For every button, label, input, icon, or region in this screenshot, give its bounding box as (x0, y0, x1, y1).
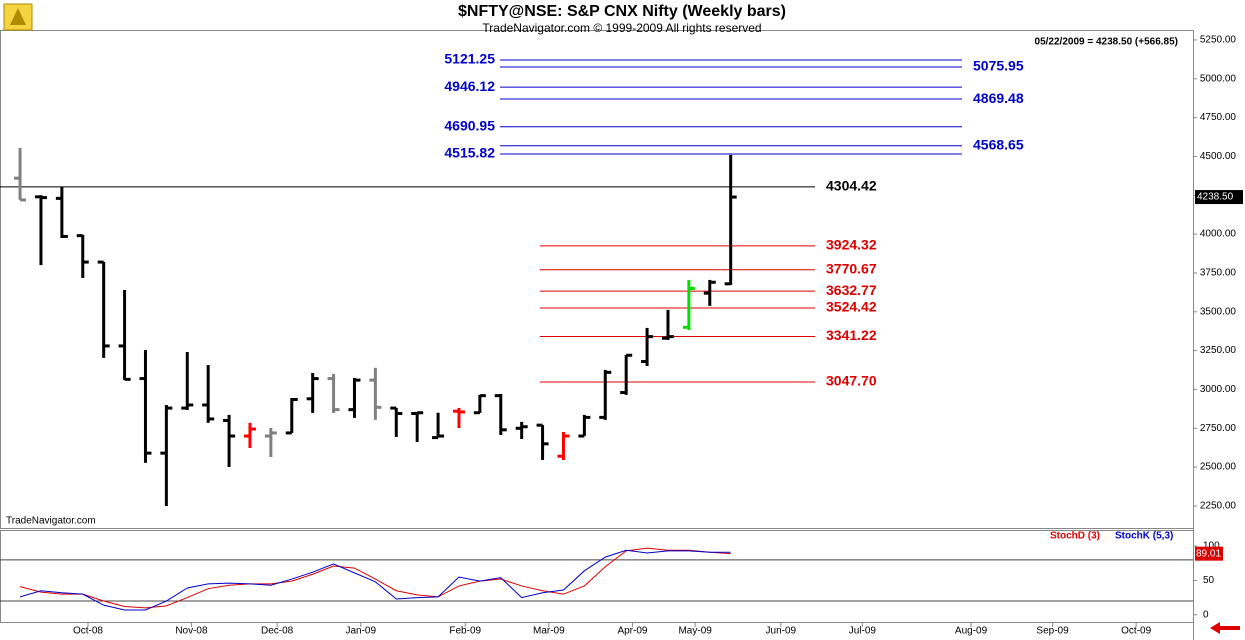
x-tick-label: Oct-08 (73, 626, 103, 637)
level-label: 4946.12 (444, 78, 495, 94)
y-tick-label: 3750.00 (1200, 268, 1237, 279)
y-tick-label: 0 (1203, 609, 1209, 620)
y-tick-label: 3000.00 (1200, 384, 1237, 395)
x-tick-label: Dec-08 (261, 626, 294, 637)
x-tick-label: Mar-09 (533, 626, 565, 637)
x-tick-label: Jan-09 (345, 626, 376, 637)
subtitle: TradeNavigator.com © 1999-2009 All right… (482, 21, 761, 35)
y-tick-label: 50 (1203, 575, 1215, 586)
x-tick-label: Apr-09 (617, 626, 647, 637)
legend-entry: StochD (3) (1050, 531, 1100, 542)
level-label: 3924.32 (826, 237, 877, 253)
y-tick-label: 2500.00 (1200, 462, 1237, 473)
y-tick-label: 3500.00 (1200, 306, 1237, 317)
scroll-arrow[interactable] (1210, 622, 1240, 634)
level-label: 5075.95 (973, 58, 1024, 74)
level-label: 4568.65 (973, 136, 1024, 152)
y-tick-label: 5250.00 (1200, 35, 1237, 46)
level-label: 3341.22 (826, 327, 877, 343)
level-label: 3632.77 (826, 282, 877, 298)
x-tick-label: Oct-09 (1121, 626, 1151, 637)
chart-title: $NFTY@NSE: S&P CNX Nifty (Weekly bars) (458, 3, 786, 20)
level-label: 3524.42 (826, 299, 877, 315)
stoch-line (19, 549, 731, 611)
level-label: 5121.25 (444, 51, 495, 67)
x-tick-label: Aug-09 (955, 626, 988, 637)
level-label: 3770.67 (826, 260, 877, 276)
y-tick-label: 2250.00 (1200, 501, 1237, 512)
y-tick-label: 4000.00 (1200, 229, 1237, 240)
y-tick-label: 4750.00 (1200, 112, 1237, 123)
level-label: 4515.82 (444, 145, 495, 161)
x-tick-label: May-09 (678, 626, 712, 637)
x-tick-label: Jul-09 (849, 626, 877, 637)
price-box-label: 4238.50 (1197, 192, 1234, 203)
x-tick-label: Feb-09 (449, 626, 481, 637)
x-tick-label: Nov-08 (175, 626, 208, 637)
watermark: TradeNavigator.com (6, 516, 96, 527)
legend-entry: StochK (5,3) (1115, 531, 1173, 542)
logo (3, 3, 33, 31)
level-label: 4304.42 (826, 178, 877, 194)
y-tick-label: 3250.00 (1200, 345, 1237, 356)
price-box (1195, 190, 1243, 205)
y-tick-label: 100 (1203, 541, 1220, 552)
level-label: 3047.70 (826, 373, 877, 389)
value-box (1195, 546, 1223, 561)
header-quote: 05/22/2009 = 4238.50 (+566.85) (1035, 37, 1178, 48)
y-tick-label: 5000.00 (1200, 73, 1237, 84)
level-label: 4690.95 (444, 117, 495, 133)
y-tick-label: 2750.00 (1200, 423, 1237, 434)
x-tick-label: Sep-09 (1036, 626, 1069, 637)
x-tick-label: Jun-09 (766, 626, 797, 637)
stoch-line (19, 547, 731, 609)
level-label: 4869.48 (973, 90, 1024, 106)
y-tick-label: 4500.00 (1200, 151, 1237, 162)
value-box-label: 89.01 (1196, 548, 1221, 559)
